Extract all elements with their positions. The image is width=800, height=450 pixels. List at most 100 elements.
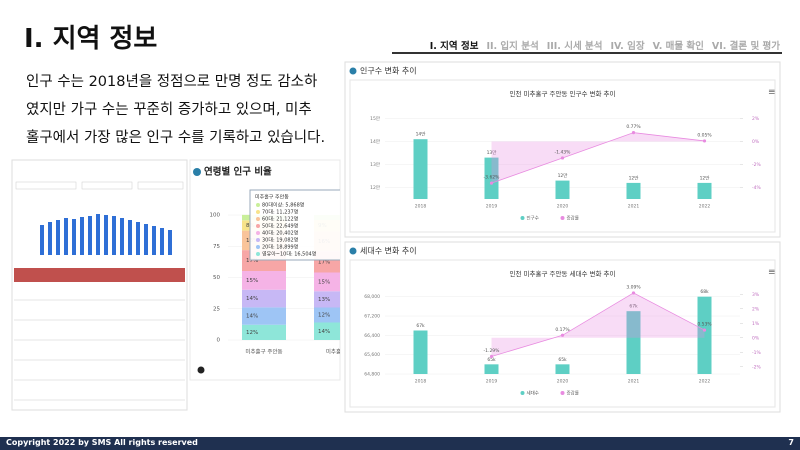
x-tick-label: 2018 — [415, 379, 427, 385]
value-label: 0.53% — [697, 322, 712, 328]
bar — [697, 296, 712, 374]
value-label: -1.43% — [555, 149, 572, 155]
bar-segment — [242, 289, 286, 308]
body-line: 였지만 가구 수는 꾸준히 증가하고 있으며, 미추 — [26, 102, 312, 118]
section-icon — [193, 168, 201, 176]
tooltip-swatch — [256, 238, 260, 242]
point — [631, 131, 636, 135]
y-tick-label: 67,200 — [364, 314, 380, 320]
x-tick-label: 2021 — [628, 204, 640, 210]
section-title: 인구수 변화 추이 — [360, 66, 417, 76]
tooltip-box — [249, 189, 340, 261]
x-tick-label: 2020 — [557, 204, 569, 210]
menu-icon: ≡ — [768, 268, 776, 278]
legend-swatch — [560, 391, 565, 395]
y2-tick-label: 2% — [752, 116, 760, 122]
section-title: 세대수 변화 추이 — [360, 246, 417, 256]
bar — [555, 364, 570, 374]
point — [560, 156, 565, 160]
y-tick-label: 12만 — [370, 184, 380, 191]
value-label: -3.62% — [484, 175, 501, 181]
y2-tick-label: -1% — [752, 350, 761, 356]
nav-item: I. 지역 정보 — [429, 41, 479, 52]
x-tick-label: 2022 — [699, 379, 711, 385]
tooltip-swatch — [256, 203, 260, 207]
x-tick-label: 2020 — [557, 379, 569, 385]
bar-segment — [314, 307, 340, 323]
value-label: 13% — [318, 297, 330, 303]
area — [491, 132, 705, 184]
x-tick-label: 미추홀구 — [326, 348, 346, 356]
point — [489, 181, 494, 185]
nav: I. 지역 정보 II. 입지 분석 III. 시세 분석 IV. 임장 V. 매물 확… — [430, 38, 780, 52]
y2-tick-label: 0% — [752, 335, 760, 341]
nav-item: IV. 임장 — [610, 41, 645, 52]
value-label: 67k — [629, 304, 638, 310]
value-label: 14% — [246, 296, 258, 302]
value-label: 68k — [700, 289, 709, 295]
tooltip-line: 70대: 11,237명 — [262, 209, 298, 216]
legend-swatch — [560, 216, 565, 220]
chart-title: 인천 미추홀구 주안동 세대수 변화 추이 — [509, 269, 615, 278]
value-label: 14% — [318, 329, 330, 335]
footer: Copyright 2022 by SMS All rights reserve… — [0, 437, 800, 450]
value-label: 67k — [416, 323, 425, 329]
tooltip-swatch — [256, 210, 260, 214]
x-tick-label: 2018 — [415, 204, 427, 210]
y-tick-label: 13만 — [370, 161, 380, 168]
bar-segment — [314, 291, 340, 308]
menu-icon: ≡ — [768, 88, 776, 98]
tooltip-line: 80대이상: 5,868명 — [262, 202, 304, 209]
value-label: 0.17% — [555, 327, 570, 333]
chart-title: 연령별 인구 비율 — [204, 166, 272, 178]
value-label: 14% — [246, 314, 258, 320]
y-tick-label: 15만 — [370, 115, 380, 122]
tooltip-line: 60대: 21,122명 — [262, 216, 298, 223]
body-line: 인구 수는 2018년을 정점으로 만명 정도 감소하 — [26, 74, 318, 90]
nav-icon — [197, 366, 205, 374]
y2-tick-label: 1% — [752, 321, 760, 327]
x-tick-label: 미추홀구 주안동 — [245, 348, 282, 356]
value-label: 0.77% — [626, 124, 641, 130]
line — [491, 132, 705, 184]
value-label: 12% — [318, 313, 330, 319]
y-tick-label: 0 — [217, 338, 221, 344]
page-number: 7 — [788, 438, 794, 447]
value-label: 15% — [318, 279, 330, 285]
value-label: 12% — [246, 330, 258, 336]
bar — [626, 182, 641, 199]
tooltip-swatch — [256, 231, 260, 235]
bar — [697, 182, 712, 199]
value-label: 12만 — [629, 174, 639, 181]
y2-tick-label: 0% — [752, 139, 760, 145]
point — [631, 291, 636, 295]
bar — [484, 364, 499, 374]
y-tick-label: 68,000 — [364, 294, 380, 300]
value-label: 65k — [487, 357, 496, 363]
y-tick-label: 75 — [213, 244, 220, 250]
y-tick-label: 66,400 — [364, 333, 380, 339]
slide-title: I. 지역 정보 — [24, 24, 158, 54]
x-tick-label: 2021 — [628, 379, 640, 385]
value-label: 12만 — [700, 174, 710, 181]
legend-swatch — [520, 216, 525, 220]
bar — [555, 180, 570, 199]
value-label: 14만 — [416, 131, 426, 138]
y-tick-label: 50 — [213, 275, 220, 281]
bar-segment — [314, 322, 340, 340]
tooltip-line: 30대: 19,082명 — [262, 237, 298, 244]
copyright: Copyright 2022 by SMS All rights reserve… — [6, 438, 198, 447]
value-label: 17% — [246, 258, 258, 264]
value-label: -1.29% — [484, 348, 501, 354]
point — [560, 333, 565, 337]
tooltip-swatch — [256, 224, 260, 228]
nav-item: II. 입지 분석 — [486, 41, 539, 52]
tooltip-line: 영유아~10대: 16,504명 — [262, 251, 316, 258]
nav-item: V. 매물 확인 — [652, 41, 704, 52]
body-line: 홀구에서 가장 많은 인구 수를 기록하고 있습니다. — [26, 130, 326, 146]
point — [702, 328, 707, 332]
